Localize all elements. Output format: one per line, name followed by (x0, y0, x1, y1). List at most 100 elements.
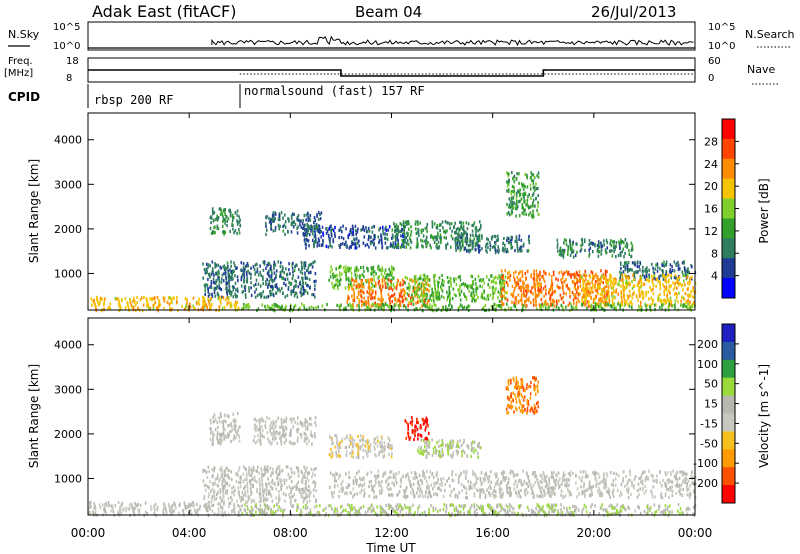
data-cell (475, 230, 477, 234)
data-cell (439, 233, 442, 237)
data-cell (586, 291, 588, 295)
data-cell (300, 287, 302, 291)
data-cell (238, 434, 241, 438)
data-cell (130, 303, 132, 307)
data-cell (652, 299, 654, 303)
data-cell (205, 303, 208, 307)
data-cell (378, 450, 381, 454)
data-cell (336, 278, 339, 282)
data-cell (682, 296, 685, 300)
data-cell (543, 302, 546, 306)
data-cell (304, 271, 306, 275)
data-cell (527, 289, 529, 293)
data-cell (532, 300, 535, 304)
data-cell (210, 282, 213, 286)
data-cell (271, 471, 273, 475)
data-cell (465, 307, 468, 311)
data-cell (224, 434, 226, 438)
data-cell (368, 229, 371, 233)
data-cell (229, 430, 231, 434)
data-cell (613, 295, 615, 299)
data-cell (485, 242, 488, 247)
data-cell (562, 273, 564, 277)
data-cell (235, 419, 237, 423)
data-cell (230, 270, 233, 274)
data-cell (216, 430, 219, 434)
data-cell (475, 248, 477, 252)
data-cell (360, 228, 362, 232)
data-cell (250, 266, 252, 270)
data-cell (611, 298, 614, 302)
data-cell (690, 275, 693, 279)
date-title: 26/Jul/2013 (591, 3, 676, 21)
data-cell (625, 285, 628, 289)
data-cell (521, 409, 523, 413)
data-cell (609, 249, 612, 253)
data-cell (544, 272, 547, 276)
data-cell (245, 303, 247, 307)
data-cell (534, 295, 537, 299)
data-cell (481, 292, 483, 296)
data-cell (620, 262, 622, 266)
data-cell (414, 425, 416, 429)
data-cell (534, 288, 536, 292)
data-cell (395, 285, 398, 289)
data-cell (491, 237, 493, 241)
data-cell (270, 225, 272, 229)
data-cell (641, 296, 644, 300)
data-cell (204, 271, 207, 275)
data-cell (384, 227, 386, 231)
data-cell (374, 296, 377, 300)
data-cell (419, 221, 421, 225)
data-cell (381, 283, 384, 287)
data-cell (297, 275, 300, 279)
data-cell (629, 267, 632, 272)
data-cell (396, 283, 399, 287)
data-cell (351, 232, 354, 236)
data-cell (224, 212, 226, 216)
data-cell (334, 283, 336, 287)
data-cell (585, 284, 588, 288)
data-cell (246, 277, 248, 281)
data-cell (601, 244, 604, 248)
data-cell (524, 289, 527, 293)
data-cell (594, 296, 597, 300)
data-cell (659, 305, 661, 310)
data-cell (313, 432, 316, 436)
data-cell (411, 416, 413, 420)
data-cell (244, 492, 247, 496)
data-cell (604, 276, 606, 280)
data-cell (588, 302, 590, 306)
data-cell (367, 442, 369, 446)
data-cell (222, 219, 224, 224)
data-cell (269, 428, 271, 432)
data-cell (260, 467, 263, 471)
data-cell (525, 386, 528, 390)
data-cell (299, 432, 302, 436)
data-cell (563, 251, 565, 255)
data-cell (462, 221, 465, 225)
data-cell (506, 247, 508, 251)
data-cell (535, 385, 537, 389)
data-cell (517, 380, 519, 385)
data-cell (481, 236, 483, 240)
data-cell (558, 306, 560, 310)
data-cell (503, 282, 506, 286)
data-cell (339, 455, 342, 459)
data-cell (221, 214, 224, 218)
data-cell (322, 231, 324, 235)
data-cell (648, 279, 651, 283)
data-cell (506, 290, 508, 295)
data-cell (242, 290, 244, 294)
data-cell (338, 236, 340, 240)
data-cell (509, 274, 512, 278)
data-cell (687, 273, 689, 278)
data-cell (384, 444, 386, 449)
data-cell (281, 423, 283, 427)
data-cell (531, 214, 533, 218)
data-cell (227, 473, 229, 477)
data-cell (217, 276, 219, 280)
data-cell (297, 427, 300, 431)
data-cell (371, 267, 373, 271)
data-cell (314, 260, 316, 264)
